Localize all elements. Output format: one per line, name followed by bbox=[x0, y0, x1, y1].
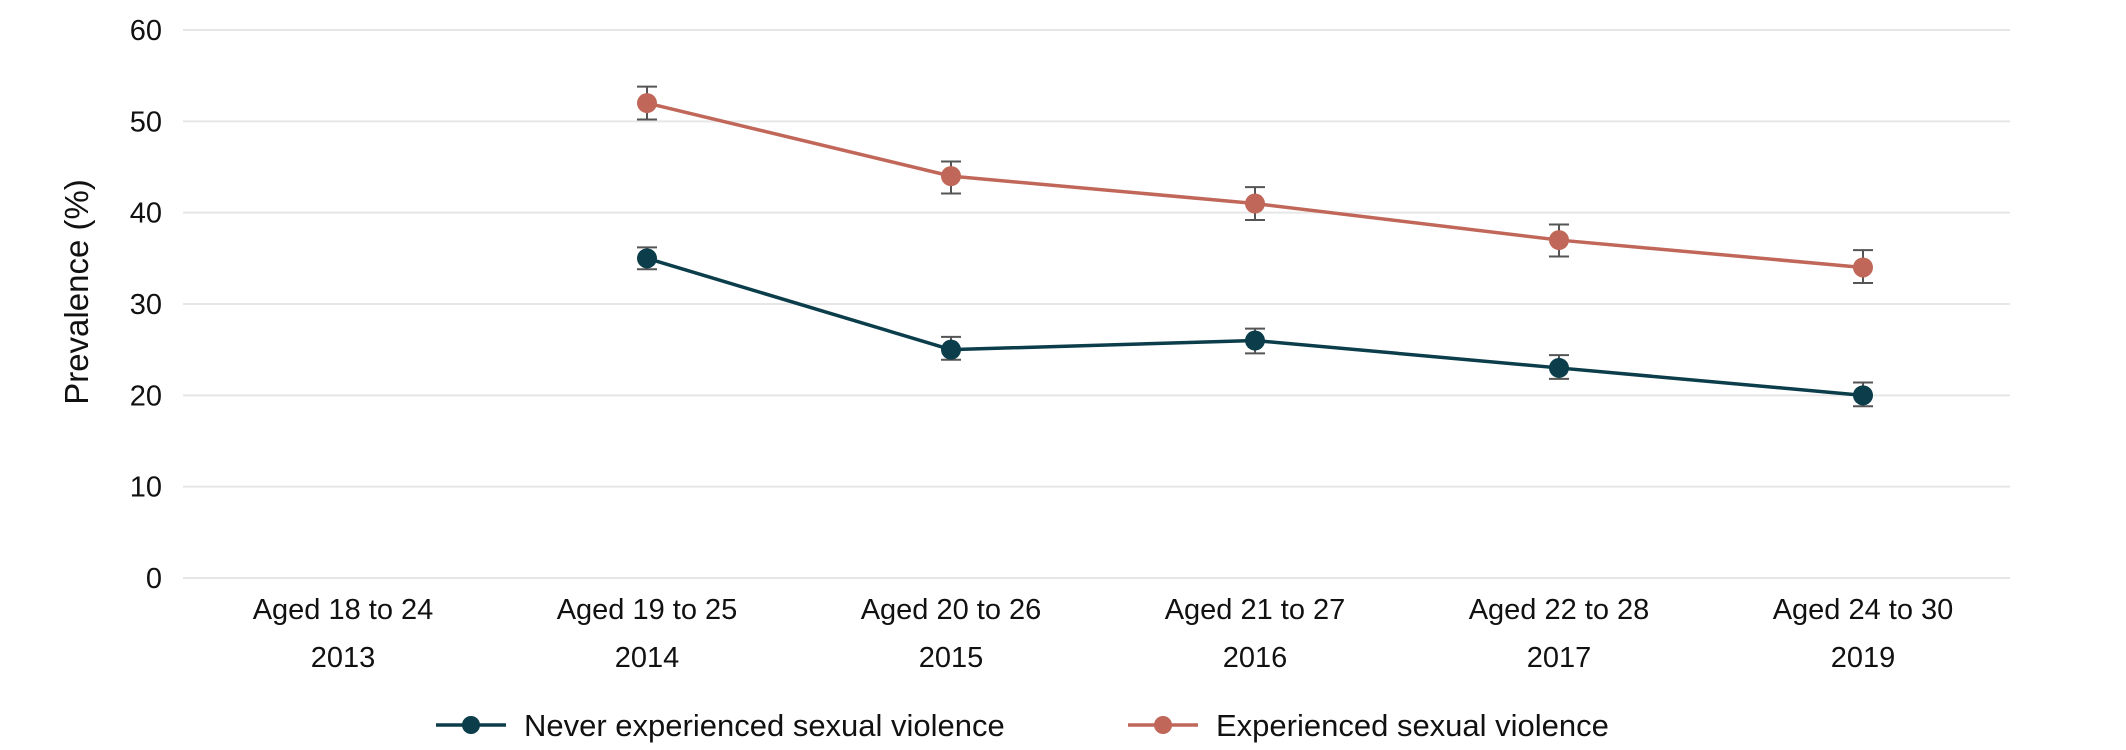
x-tick-label-year: 2016 bbox=[1223, 642, 1288, 674]
legend-swatch-marker bbox=[462, 716, 480, 734]
legend-item: Experienced sexual violence bbox=[1128, 708, 1609, 743]
data-point bbox=[1853, 385, 1873, 406]
data-point bbox=[1853, 257, 1873, 278]
x-tick-label: Aged 19 to 25 bbox=[557, 594, 738, 626]
data-point bbox=[1245, 330, 1265, 351]
series bbox=[637, 85, 1873, 408]
y-tick-label: 10 bbox=[130, 472, 162, 504]
x-tick-label: Aged 21 to 27 bbox=[1165, 594, 1346, 626]
data-point bbox=[637, 248, 657, 269]
x-tick-label: Aged 20 to 26 bbox=[861, 594, 1042, 626]
y-tick-label: 50 bbox=[130, 106, 162, 138]
data-point bbox=[637, 93, 657, 114]
y-tick-label: 40 bbox=[130, 198, 162, 230]
y-axis-ticks: 0 10 20 30 40 50 60 bbox=[130, 15, 162, 595]
data-point bbox=[941, 166, 961, 187]
data-point bbox=[1549, 357, 1569, 378]
x-axis-ticks: Aged 18 to 24 2013 Aged 19 to 25 2014 Aged 2… bbox=[253, 594, 1954, 674]
y-tick-label: 0 bbox=[146, 563, 162, 595]
legend: Never experienced sexual violence Experie… bbox=[436, 708, 1609, 743]
x-tick-label-year: 2015 bbox=[919, 642, 984, 674]
series-0 bbox=[637, 246, 1873, 408]
legend-label: Experienced sexual violence bbox=[1216, 708, 1609, 743]
data-point bbox=[1549, 230, 1569, 251]
gridlines bbox=[183, 29, 2010, 579]
y-tick-label: 20 bbox=[130, 380, 162, 412]
data-point bbox=[1245, 193, 1265, 214]
x-tick-label-year: 2013 bbox=[311, 642, 376, 674]
x-tick-label: Aged 22 to 28 bbox=[1469, 594, 1650, 626]
series-line bbox=[646, 256, 1864, 398]
y-tick-label: 60 bbox=[130, 15, 162, 47]
legend-label: Never experienced sexual violence bbox=[524, 708, 1005, 743]
x-tick-label-year: 2017 bbox=[1527, 642, 1592, 674]
data-point bbox=[941, 339, 961, 360]
y-tick-label: 30 bbox=[130, 289, 162, 321]
legend-swatch-marker bbox=[1154, 716, 1172, 734]
x-tick-label: Aged 24 to 30 bbox=[1773, 594, 1954, 626]
x-tick-label-year: 2014 bbox=[615, 642, 680, 674]
series-1 bbox=[637, 85, 1873, 284]
series-line bbox=[646, 101, 1864, 270]
x-tick-label-year: 2019 bbox=[1831, 642, 1896, 674]
x-tick-label: Aged 18 to 24 bbox=[253, 594, 434, 626]
legend-item: Never experienced sexual violence bbox=[436, 708, 1005, 743]
y-axis-title: Prevalence (%) bbox=[58, 179, 95, 405]
